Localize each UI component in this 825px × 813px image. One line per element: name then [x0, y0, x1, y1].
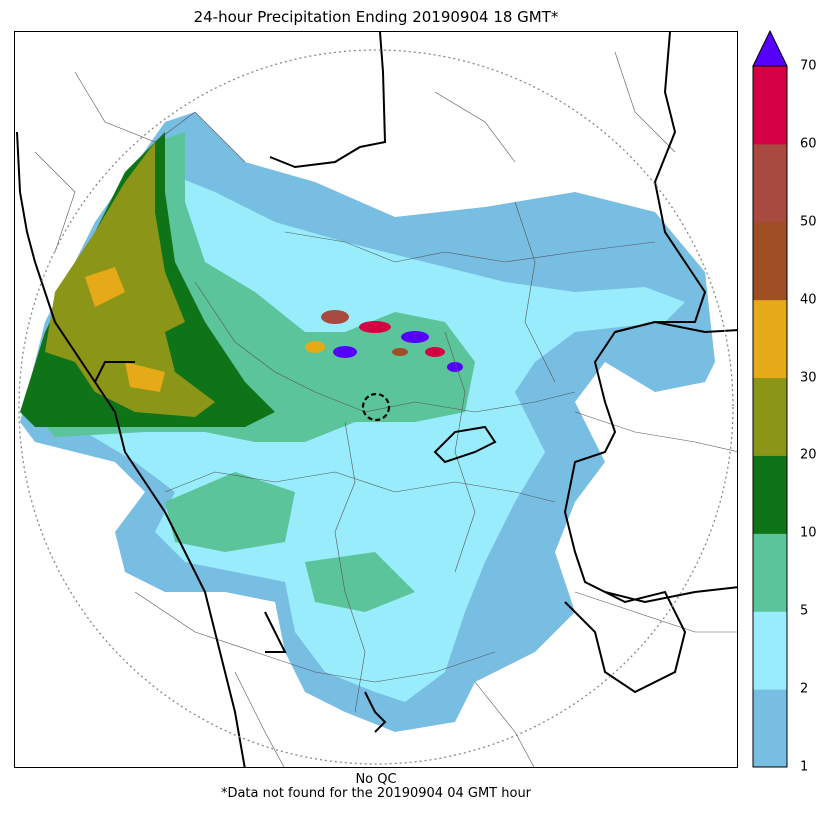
colorbar-segment-10-20 — [753, 455, 787, 534]
colorbar-segment-60-70 — [753, 66, 787, 145]
precipitation-field — [20, 112, 715, 732]
colorbar-tick-label: 40 — [800, 292, 817, 308]
precip-band-30-40 — [85, 267, 125, 307]
state-boundaries — [16, 32, 737, 767]
colorbar-segment-5-10 — [753, 533, 787, 612]
colorbar-tick-label: 60 — [800, 136, 817, 152]
radar-range-ring — [18, 49, 734, 765]
radar-map[interactable] — [14, 31, 738, 768]
district-boundaries — [34, 51, 737, 767]
precipitation-colorbar — [752, 30, 788, 768]
colorbar-tick-label: 10 — [800, 525, 817, 541]
convective-cells — [305, 310, 463, 372]
precip-band-30-40b — [125, 362, 165, 392]
precip-band-20-30 — [45, 142, 215, 417]
colorbar-tick-label: 70 — [800, 58, 817, 74]
colorbar-tick-label: 30 — [800, 370, 817, 386]
colorbar-segment-1-2 — [753, 689, 787, 768]
precip-band-5-10-south — [165, 472, 295, 552]
colorbar-extend-arrow — [752, 30, 788, 67]
colorbar-segment-20-30 — [753, 377, 787, 456]
colorbar-tick-label: 20 — [800, 447, 817, 463]
colorbar-tick-label: 2 — [800, 681, 809, 697]
colorbar-tick-label: 5 — [800, 603, 809, 619]
precipitation-map-svg — [16, 32, 737, 767]
missing-data-note: *Data not found for the 20190904 04 GMT … — [220, 786, 532, 801]
colorbar-segment-40-50 — [753, 221, 787, 301]
qc-note: No QC — [355, 772, 397, 787]
colorbar-tick-label: 1 — [800, 759, 809, 775]
map-title: 24-hour Precipitation Ending 20190904 18… — [193, 8, 559, 26]
colorbar-segment-30-40 — [753, 299, 787, 379]
radar-site-marker — [361, 392, 391, 422]
colorbar-segment-50-60 — [753, 143, 787, 223]
colorbar-tick-label: 50 — [800, 214, 817, 230]
colorbar-outline — [752, 65, 788, 768]
colorbar-segment-2-5 — [753, 611, 787, 690]
precip-band-5-10-south2 — [305, 552, 415, 612]
